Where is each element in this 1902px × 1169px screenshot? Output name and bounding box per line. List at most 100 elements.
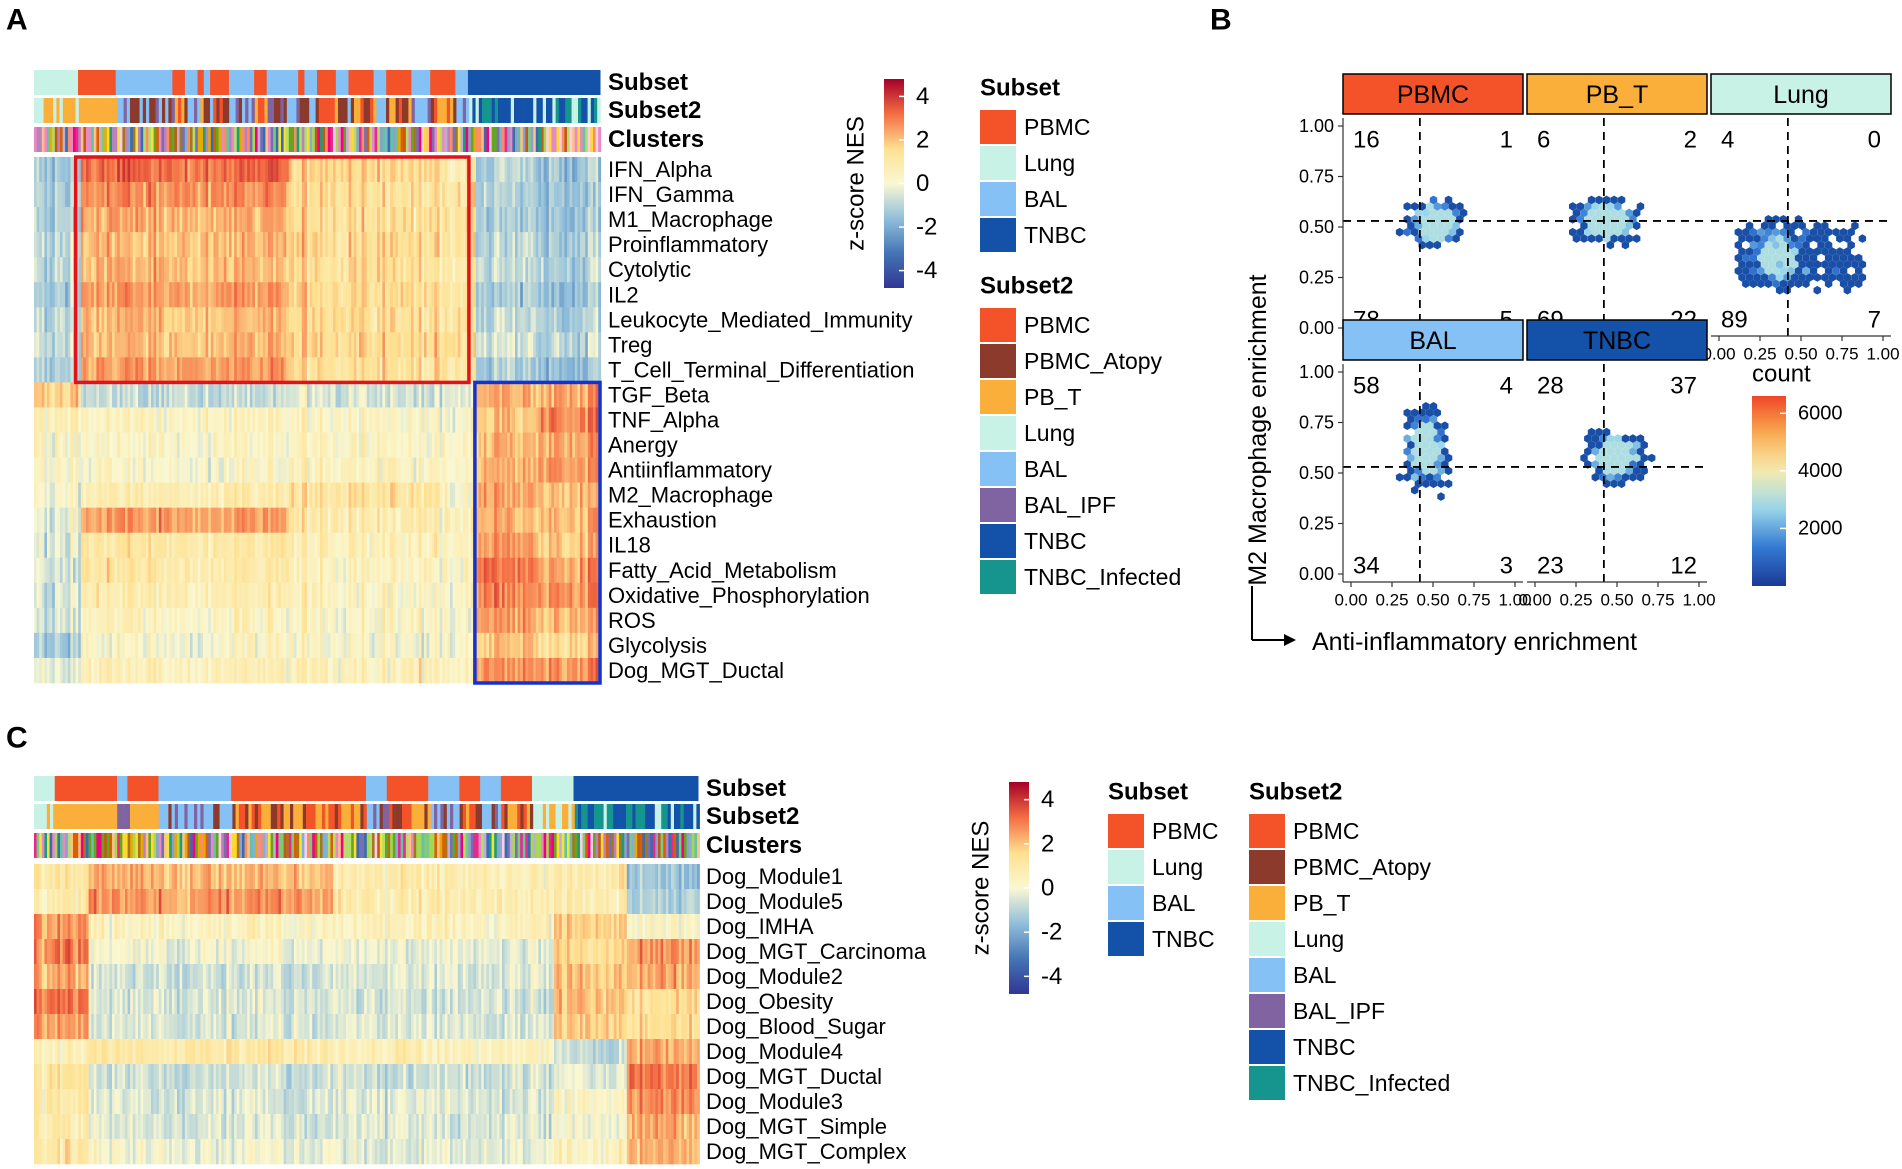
heat-cell bbox=[153, 357, 157, 383]
heat-cell bbox=[288, 457, 292, 483]
heat-cell bbox=[39, 457, 43, 483]
heat-cell bbox=[569, 482, 573, 508]
heat-cell bbox=[535, 157, 539, 183]
heat-cell bbox=[556, 532, 560, 559]
heat-cell bbox=[166, 357, 170, 383]
heat-cell bbox=[122, 157, 126, 183]
subset2-stripe bbox=[539, 98, 544, 123]
heat-cell bbox=[478, 357, 482, 383]
cluster-stripe bbox=[551, 127, 555, 152]
heat-cell bbox=[455, 507, 459, 534]
heat-cell bbox=[442, 607, 446, 634]
heat-cell bbox=[359, 307, 362, 333]
heat-cell bbox=[551, 382, 555, 408]
heat-cell bbox=[359, 657, 362, 684]
heat-cell bbox=[455, 582, 459, 609]
heat-cell bbox=[416, 257, 420, 283]
heat-cell bbox=[483, 407, 487, 433]
heat-cell bbox=[135, 282, 139, 308]
heat-cell bbox=[242, 407, 245, 433]
heat-cell bbox=[218, 157, 222, 183]
subset2-stripe bbox=[581, 98, 585, 123]
heat-cell bbox=[517, 207, 521, 233]
heat-cell bbox=[135, 607, 139, 634]
heat-cell bbox=[260, 182, 264, 208]
cluster-stripe bbox=[587, 127, 591, 152]
heat-cell bbox=[164, 232, 167, 258]
heat-cell bbox=[322, 307, 326, 333]
heat-cell bbox=[444, 382, 448, 408]
heat-cell bbox=[166, 632, 170, 659]
heat-cell bbox=[528, 557, 531, 584]
heat-cell bbox=[335, 507, 339, 534]
heat-cell bbox=[491, 207, 495, 233]
heat-cell bbox=[348, 507, 352, 534]
heat-cell bbox=[203, 657, 206, 684]
heat-cell bbox=[236, 332, 240, 358]
cluster-stripe bbox=[213, 127, 217, 152]
heat-cell bbox=[299, 307, 303, 333]
heat-cell bbox=[476, 307, 479, 333]
heat-cell bbox=[125, 282, 128, 308]
heat-cell bbox=[286, 182, 290, 208]
heat-cell bbox=[41, 257, 45, 283]
heat-cell bbox=[208, 232, 212, 258]
heat-cell bbox=[515, 157, 518, 183]
heat-cell bbox=[41, 307, 45, 333]
heat-cell bbox=[525, 207, 529, 233]
heat-cell bbox=[554, 607, 557, 634]
heat-cell bbox=[65, 407, 69, 433]
heat-cell bbox=[39, 182, 43, 208]
heat-cell bbox=[398, 207, 401, 233]
heat-cell bbox=[314, 432, 318, 458]
heat-cell bbox=[88, 607, 92, 634]
heat-cell bbox=[231, 407, 235, 433]
heat-cell bbox=[229, 607, 232, 634]
heat-cell bbox=[244, 607, 248, 634]
heat-cell bbox=[593, 232, 596, 258]
heat-cell bbox=[595, 432, 599, 458]
heat-cell bbox=[322, 532, 326, 559]
heat-cell bbox=[413, 582, 417, 609]
heat-cell bbox=[239, 532, 243, 559]
heat-cell bbox=[244, 307, 248, 333]
heat-cell bbox=[283, 282, 287, 308]
subset2-stripe bbox=[526, 98, 531, 123]
heat-cell bbox=[567, 482, 570, 508]
heat-cell bbox=[307, 632, 310, 659]
heat-cell bbox=[67, 532, 71, 559]
heat-cell bbox=[413, 257, 417, 283]
heat-cell bbox=[522, 257, 526, 283]
heat-cell bbox=[429, 532, 433, 559]
heat-cell bbox=[143, 157, 147, 183]
heat-cell bbox=[148, 632, 152, 659]
heat-cell bbox=[114, 457, 118, 483]
heat-cell bbox=[390, 582, 394, 609]
heat-cell bbox=[275, 407, 279, 433]
heat-cell bbox=[158, 157, 162, 183]
heat-cell bbox=[379, 282, 383, 308]
heat-cell bbox=[444, 482, 448, 508]
heat-cell bbox=[205, 657, 209, 684]
heat-cell bbox=[502, 207, 505, 233]
heat-cell bbox=[221, 157, 225, 183]
heat-cell bbox=[377, 282, 381, 308]
heat-cell bbox=[351, 307, 355, 333]
heat-cell bbox=[499, 482, 503, 508]
heat-cell bbox=[582, 482, 586, 508]
subset-segment bbox=[210, 70, 230, 95]
heat-cell bbox=[177, 632, 180, 659]
heat-cell bbox=[236, 207, 240, 233]
heat-cell bbox=[525, 282, 529, 308]
heat-cell bbox=[424, 507, 427, 534]
heat-cell bbox=[216, 257, 219, 283]
heat-cell bbox=[187, 182, 191, 208]
heat-cell bbox=[179, 432, 183, 458]
heat-cell bbox=[304, 232, 308, 258]
heat-cell bbox=[80, 157, 84, 183]
cluster-stripe bbox=[335, 127, 339, 152]
heat-cell bbox=[408, 232, 412, 258]
heat-cell bbox=[556, 457, 560, 483]
heat-cell bbox=[283, 382, 287, 408]
cluster-stripe bbox=[387, 127, 391, 152]
